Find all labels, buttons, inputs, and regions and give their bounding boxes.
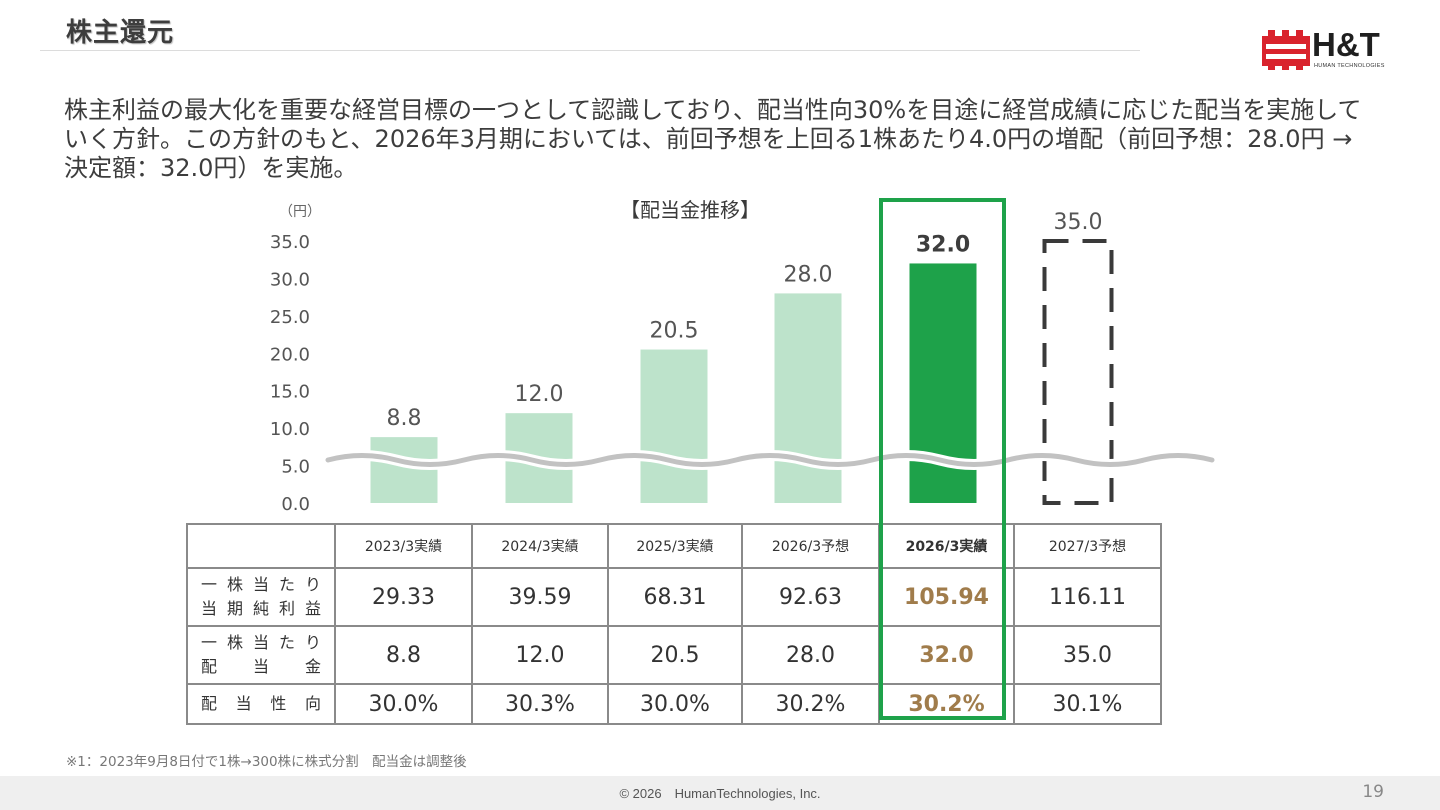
intro-paragraph: 株主利益の最大化を重要な経営目標の一つとして認識しており、配当性向30%を目途に… — [64, 96, 1362, 182]
table-cell: 116.11 — [1013, 567, 1162, 627]
page-title: 株主還元 — [66, 18, 175, 48]
table-cell: 29.33 — [334, 567, 473, 627]
table-header-cell: 2026/3予想 — [741, 523, 880, 569]
bar-value-label: 20.5 — [650, 319, 699, 344]
y-tick-label: 10.0 — [270, 419, 310, 440]
table-header-cell: 2027/3予想 — [1013, 523, 1162, 569]
bar-value-label: 35.0 — [1054, 210, 1103, 235]
table-cell: 39.59 — [471, 567, 609, 627]
footer-bar — [0, 776, 1440, 810]
table-row-payout: 配当性向 30.0% 30.3% 30.0% 30.2% 30.2% 30.1% — [186, 683, 1162, 725]
y-tick-label: 0.0 — [281, 494, 310, 515]
y-tick-label: 5.0 — [281, 457, 310, 478]
table-cell: 92.63 — [741, 567, 880, 627]
table-cell-highlight: 32.0 — [878, 625, 1015, 685]
table-cell-highlight: 105.94 — [878, 567, 1015, 627]
footnote: ※1：2023年9月8日付で1株→300株に株式分割 配当金は調整後 — [66, 754, 467, 770]
row-label-line: 配当性向 — [201, 694, 321, 713]
bar — [640, 349, 708, 503]
row-label-dps: 一株当たり 配当金 — [186, 625, 336, 685]
row-label-line: 一株当たり — [201, 575, 321, 594]
y-tick-label: 35.0 — [270, 232, 310, 253]
table-cell: 30.0% — [607, 683, 743, 725]
table-cell: 28.0 — [741, 625, 880, 685]
row-label-eps: 一株当たり 当期純利益 — [186, 567, 336, 627]
row-label-line: 一株当たり — [201, 633, 321, 652]
table-cell: 30.2% — [741, 683, 880, 725]
bar-value-label: 12.0 — [515, 382, 564, 407]
row-label-payout: 配当性向 — [186, 683, 336, 725]
y-tick-label: 25.0 — [270, 307, 310, 328]
bar-value-label: 28.0 — [784, 262, 833, 287]
chart-title: 【配当金推移】 — [620, 198, 760, 222]
axis-break-wave — [325, 453, 1215, 467]
table-row-dps: 一株当たり 配当金 8.8 12.0 20.5 28.0 32.0 35.0 — [186, 625, 1162, 685]
table-header-cell: 2024/3実績 — [471, 523, 609, 569]
table-header-cell: 2025/3実績 — [607, 523, 743, 569]
table-cell: 68.31 — [607, 567, 743, 627]
table-cell: 12.0 — [471, 625, 609, 685]
bar — [774, 293, 842, 503]
bar — [370, 437, 438, 503]
table-cell: 8.8 — [334, 625, 473, 685]
ht-logo-mark-icon — [1262, 30, 1310, 70]
copyright: © 2026 HumanTechnologies, Inc. — [619, 786, 821, 801]
table-cell: 30.0% — [334, 683, 473, 725]
logo-subtitle: HUMAN TECHNOLOGIES — [1314, 63, 1385, 69]
logo-wordmark: H&T — [1312, 26, 1380, 63]
row-label-line: 当期純利益 — [201, 599, 321, 618]
y-tick-label: 15.0 — [270, 382, 310, 403]
company-logo: H&T HUMAN TECHNOLOGIES — [1262, 26, 1394, 72]
table-cell: 35.0 — [1013, 625, 1162, 685]
bar-value-label: 32.0 — [916, 232, 970, 257]
title-divider — [40, 50, 1140, 51]
table-row-eps: 一株当たり 当期純利益 29.33 39.59 68.31 92.63 105.… — [186, 567, 1162, 627]
table-header-cell-highlight: 2026/3実績 — [878, 523, 1015, 569]
table-corner-cell — [186, 523, 336, 569]
y-axis-unit-label: （円） — [279, 204, 321, 220]
table-header-cell: 2023/3実績 — [334, 523, 473, 569]
dividend-table: 2023/3実績 2024/3実績 2025/3実績 2026/3予想 2026… — [186, 523, 1162, 725]
page-number: 19 — [1362, 782, 1384, 802]
y-tick-label: 20.0 — [270, 344, 310, 365]
bar-forecast — [1042, 239, 1114, 505]
table-cell: 30.1% — [1013, 683, 1162, 725]
table-header-row: 2023/3実績 2024/3実績 2025/3実績 2026/3予想 2026… — [186, 523, 1162, 569]
dividend-chart: 【配当金推移】 （円） 35.0 30.0 25.0 20.0 15.0 10.0 5.0 0.0… — [269, 198, 1215, 515]
table-cell-highlight: 30.2% — [878, 683, 1015, 725]
y-tick-label: 30.0 — [270, 269, 310, 290]
table-cell: 20.5 — [607, 625, 743, 685]
bar-value-label: 8.8 — [387, 406, 422, 431]
table-cell: 30.3% — [471, 683, 609, 725]
row-label-line: 配当金 — [201, 657, 321, 676]
